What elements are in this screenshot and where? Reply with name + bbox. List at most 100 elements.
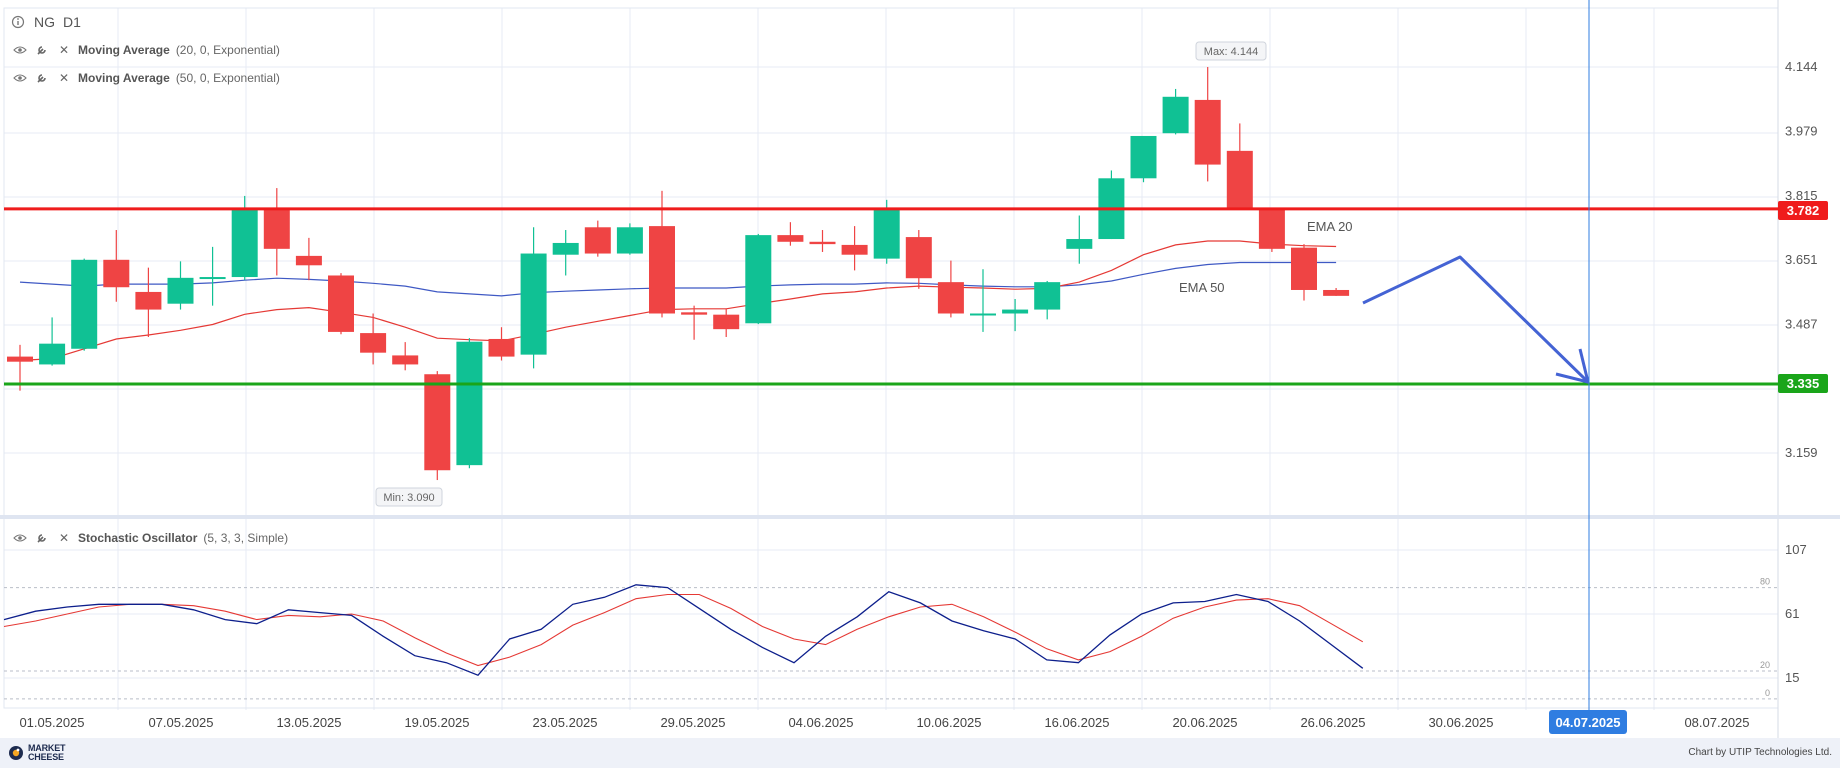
indicator-params: (5, 3, 3, Simple) xyxy=(203,531,289,545)
candle xyxy=(360,313,387,365)
eye-icon[interactable] xyxy=(12,42,28,58)
candle-body xyxy=(873,208,900,259)
symbol-name[interactable]: NG xyxy=(34,14,55,30)
candle-body xyxy=(135,291,162,310)
candle xyxy=(1323,288,1350,296)
candle xyxy=(39,317,66,366)
candle xyxy=(713,308,740,338)
date-axis-label: 07.05.2025 xyxy=(148,715,213,730)
min-label: Min: 3.090 xyxy=(375,487,443,507)
wrench-icon[interactable] xyxy=(34,70,50,86)
oscillator-axis-label: 107 xyxy=(1785,542,1807,557)
candle xyxy=(1194,67,1221,182)
candle xyxy=(649,190,675,318)
candle xyxy=(777,222,804,246)
candle xyxy=(199,246,226,306)
price-axis-label: 3.979 xyxy=(1785,124,1818,139)
candle xyxy=(552,230,579,276)
candle xyxy=(71,258,98,351)
marketcheese-logo-icon xyxy=(9,746,23,760)
candle-body xyxy=(263,208,290,249)
oscillator-axis-label: 61 xyxy=(1785,606,1799,621)
candle xyxy=(841,226,868,271)
date-axis-label: 30.06.2025 xyxy=(1428,715,1493,730)
date-axis-label: 04.06.2025 xyxy=(788,715,853,730)
candle-body xyxy=(488,338,515,357)
eye-icon[interactable] xyxy=(12,70,28,86)
candle-body xyxy=(905,237,932,279)
candle xyxy=(1034,280,1061,320)
candle-body xyxy=(456,341,483,466)
eye-icon[interactable] xyxy=(12,530,28,546)
brand-logo[interactable]: MARKET CHEESE xyxy=(8,744,65,762)
resistance-price-tag-text: 3.782 xyxy=(1787,203,1820,218)
indicator-name[interactable]: Moving Average xyxy=(78,43,170,57)
candle-body xyxy=(809,241,836,245)
oscillator-level-label: 0 xyxy=(1765,688,1770,698)
candle-body xyxy=(1066,239,1093,249)
candle-body xyxy=(1194,99,1221,165)
wrench-icon[interactable] xyxy=(34,42,50,58)
price-axis-label: 4.144 xyxy=(1785,59,1818,74)
candle-body xyxy=(777,235,804,242)
indicator-name[interactable]: Moving Average xyxy=(78,71,170,85)
stochastic-k-line xyxy=(3,584,1364,676)
candle xyxy=(1130,135,1157,183)
candle-body xyxy=(424,374,451,471)
candle-body xyxy=(1226,150,1253,209)
candle-body xyxy=(1002,309,1029,314)
candle xyxy=(295,237,322,281)
candle-body xyxy=(745,235,772,324)
info-icon[interactable] xyxy=(10,14,26,30)
oscillator-axis-label: 15 xyxy=(1785,670,1799,685)
candle-body xyxy=(71,259,98,349)
candle xyxy=(424,371,451,481)
symbol-header: NG D1 xyxy=(10,14,81,30)
close-icon[interactable]: ✕ xyxy=(58,43,70,57)
candle xyxy=(1098,170,1125,240)
max-label: Max: 4.144 xyxy=(1195,41,1267,61)
price-axis: 4.144 3.979 3.815 3.651 3.487 3.159 xyxy=(1785,59,1818,460)
candle xyxy=(873,199,900,264)
candle-body xyxy=(649,226,675,314)
date-axis-label: 16.06.2025 xyxy=(1044,715,1109,730)
indicator-name[interactable]: Stochastic Oscillator xyxy=(78,531,198,545)
candle xyxy=(1002,298,1029,332)
close-icon[interactable]: ✕ xyxy=(58,531,70,545)
candle-body xyxy=(1130,135,1157,179)
symbol-timeframe[interactable]: D1 xyxy=(63,14,81,30)
price-axis-label: 3.159 xyxy=(1785,445,1818,460)
date-axis-label: 29.05.2025 xyxy=(660,715,725,730)
candle-body xyxy=(970,313,996,316)
close-icon[interactable]: ✕ xyxy=(58,71,70,85)
date-axis-label: 13.05.2025 xyxy=(276,715,341,730)
candle xyxy=(1258,207,1285,252)
resistance-price-tag: 3.782 xyxy=(1778,201,1828,220)
forecast-arrow[interactable] xyxy=(1362,255,1590,384)
candle xyxy=(905,230,932,289)
support-price-tag: 3.335 xyxy=(1778,374,1828,393)
chart-grid xyxy=(3,7,1779,710)
candle xyxy=(681,305,708,340)
crosshair-date-text: 04.07.2025 xyxy=(1555,715,1620,730)
candle-body xyxy=(295,255,322,266)
date-axis-label: 01.05.2025 xyxy=(19,715,84,730)
candle-body xyxy=(360,333,387,353)
candle xyxy=(103,230,130,302)
oscillator-level-label: 20 xyxy=(1760,660,1770,670)
candle-body xyxy=(1162,96,1189,134)
indicator-row-ema50: ✕ Moving Average (50, 0, Exponential) xyxy=(12,70,280,86)
candle-body xyxy=(103,259,130,288)
candle xyxy=(584,220,611,257)
ema20-label: EMA 20 xyxy=(1307,219,1353,234)
candle-body xyxy=(1258,208,1285,249)
candle-body xyxy=(392,355,419,365)
wrench-icon[interactable] xyxy=(34,530,50,546)
candle-body xyxy=(616,227,643,254)
panel-separator[interactable] xyxy=(0,515,1840,519)
candle xyxy=(1226,123,1253,209)
candle xyxy=(1291,244,1317,301)
support-price-tag-text: 3.335 xyxy=(1787,376,1820,391)
ema50-label: EMA 50 xyxy=(1179,280,1225,295)
